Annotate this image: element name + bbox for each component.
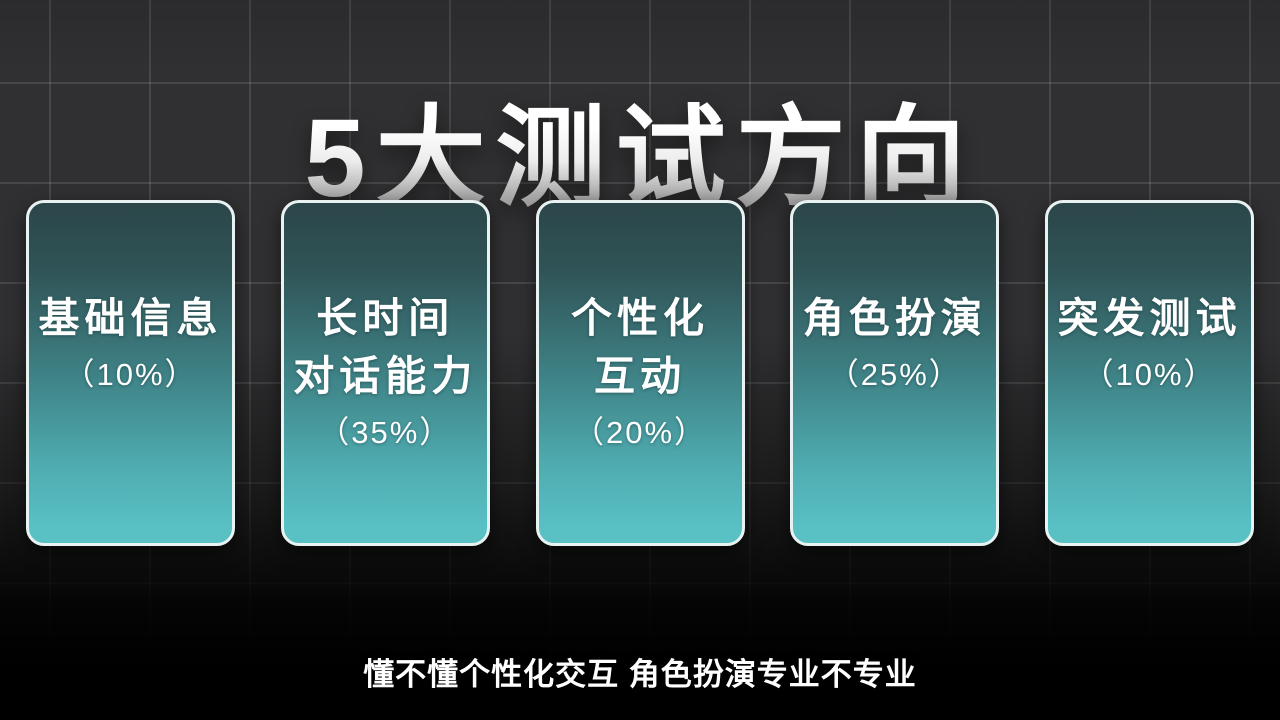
cards-row: 基础信息 （10%） 长时间 对话能力 （35%） 个性化 互动 （20%） 角… — [0, 200, 1280, 546]
card-role-play: 角色扮演 （25%） — [790, 200, 1000, 546]
card-label: 长时间 对话能力 — [293, 295, 478, 399]
card-percent: （10%） — [63, 357, 198, 392]
card-long-conversation: 长时间 对话能力 （35%） — [280, 200, 490, 546]
card-label: 基础信息 — [38, 295, 223, 341]
card-percent: （10%） — [1082, 357, 1217, 392]
card-label: 个性化 互动 — [571, 295, 709, 399]
card-label: 角色扮演 — [802, 295, 987, 341]
card-personalized-interaction: 个性化 互动 （20%） — [535, 200, 745, 546]
card-percent: （35%） — [318, 415, 453, 450]
card-percent: （25%） — [827, 357, 962, 392]
card-basic-info: 基础信息 （10%） — [26, 200, 235, 546]
card-label: 突发测试 — [1057, 295, 1242, 341]
card-surprise-test: 突发测试 （10%） — [1045, 200, 1254, 546]
subtitle-caption: 懂不懂个性化交互 角色扮演专业不专业 — [363, 657, 917, 692]
card-percent: （20%） — [572, 415, 708, 450]
